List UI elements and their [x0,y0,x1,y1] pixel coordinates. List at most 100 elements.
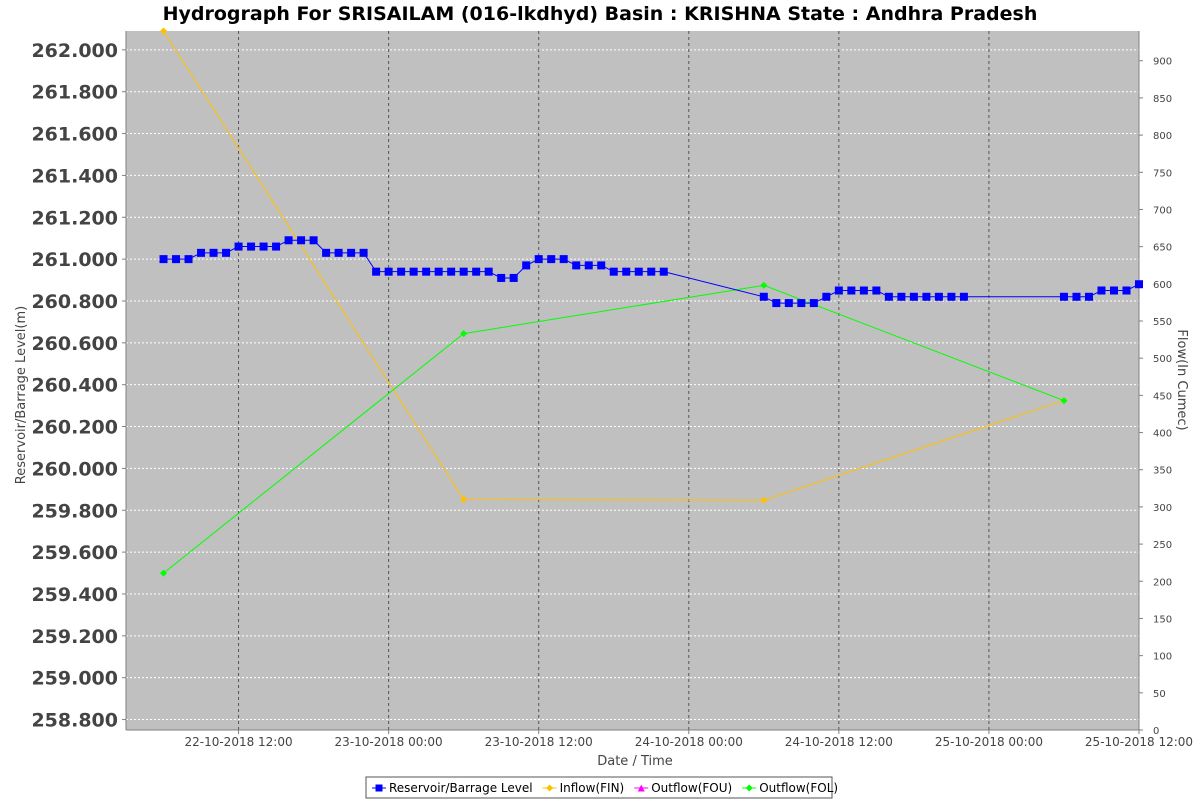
data-point [572,261,581,270]
legend-item: Outflow(FOL) [742,781,838,795]
data-point [809,299,818,308]
left-tick-label: 261.400 [31,165,118,187]
data-point [222,248,231,257]
left-tick-label: 261.200 [31,207,118,229]
right-tick-label: 850 [1153,94,1172,105]
data-point [1084,292,1093,301]
series-reservoir-barrage-level [159,236,1143,308]
legend-label: Inflow(FIN) [560,781,625,795]
data-point [909,292,918,301]
left-axis-ticks: 262.000 261.800 261.600 261.400 261.200 261.0… [31,40,126,732]
right-tick-label: 250 [1153,540,1172,551]
x-tick-label: 25-10-2018 00:00 [935,735,1043,749]
left-tick-label: 259.600 [31,542,118,564]
data-point [822,292,831,301]
left-tick-label: 262.000 [31,40,118,62]
data-point [1059,292,1068,301]
data-point [472,267,481,276]
data-point [745,784,753,792]
left-tick-label: 260.400 [31,375,118,397]
series-line [163,30,1065,501]
data-point [872,286,881,295]
data-point [372,267,381,276]
legend: Reservoir/Barrage Level Inflow(FIN) Outflo… [365,776,838,799]
data-point [284,236,293,245]
x-tick-label: 22-10-2018 12:00 [184,735,292,749]
data-point [647,267,656,276]
data-point [434,267,443,276]
data-point [847,286,856,295]
data-point [547,255,556,264]
data-point [460,330,468,338]
data-point [447,267,456,276]
right-tick-label: 800 [1153,131,1172,142]
legend-box [365,776,833,799]
left-tick-label: 259.400 [31,584,118,606]
right-axis-ticks: 9008508007507006506005505004504003503002… [1139,57,1172,737]
data-point [309,236,318,245]
data-point [760,496,768,504]
right-tick-label: 200 [1153,577,1172,588]
data-point [634,267,643,276]
left-tick-label: 259.000 [31,668,118,690]
data-point [1122,286,1131,295]
x-tick-label: 23-10-2018 12:00 [485,735,593,749]
data-point [760,281,768,289]
right-tick-label: 450 [1153,391,1172,402]
data-point [884,292,893,301]
data-point [797,299,806,308]
legend-label: Outflow(FOL) [759,781,838,795]
data-point [859,286,868,295]
data-point [359,248,368,257]
data-point [197,248,206,257]
data-point [637,784,645,792]
data-point [409,267,418,276]
data-point [922,292,931,301]
data-point [384,267,393,276]
left-tick-label: 261.800 [31,82,118,104]
data-point [759,292,768,301]
left-tick-label: 261.000 [31,249,118,271]
left-tick-label: 259.200 [31,626,118,648]
data-point [272,242,281,251]
right-tick-label: 550 [1153,317,1172,328]
right-tick-label: 750 [1153,168,1172,179]
x-tick-label: 24-10-2018 12:00 [785,735,893,749]
right-tick-label: 700 [1153,205,1172,216]
right-tick-label: 600 [1153,280,1172,291]
data-point [497,273,506,282]
data-point [1097,286,1106,295]
data-point [259,242,268,251]
horizontal-gridlines [126,49,1139,721]
data-point [184,255,193,264]
data-point [209,248,218,257]
data-point [897,292,906,301]
legend-label: Reservoir/Barrage Level [389,781,533,795]
data-point [772,299,781,308]
data-point [522,261,531,270]
series-layer [159,27,1143,577]
left-tick-label: 258.800 [31,710,118,732]
data-point [484,267,493,276]
legend-item: Reservoir/Barrage Level [372,781,533,795]
right-tick-label: 400 [1153,429,1172,440]
data-point [622,267,631,276]
left-axis-label: Reservoir/Barrage Level(m) [14,306,29,484]
right-tick-label: 150 [1153,614,1172,625]
left-tick-label: 260.600 [31,333,118,355]
data-point [784,299,793,308]
data-point [234,242,243,251]
data-point [834,286,843,295]
left-tick-label: 260.800 [31,291,118,313]
left-tick-label: 259.800 [31,500,118,522]
right-tick-label: 300 [1153,503,1172,514]
right-tick-label: 50 [1153,689,1166,700]
data-point [397,267,406,276]
left-tick-label: 261.600 [31,124,118,146]
data-point [947,292,956,301]
data-point [584,261,593,270]
legend-label: Outflow(FOU) [651,781,732,795]
data-point [509,273,518,282]
data-point [559,255,568,264]
